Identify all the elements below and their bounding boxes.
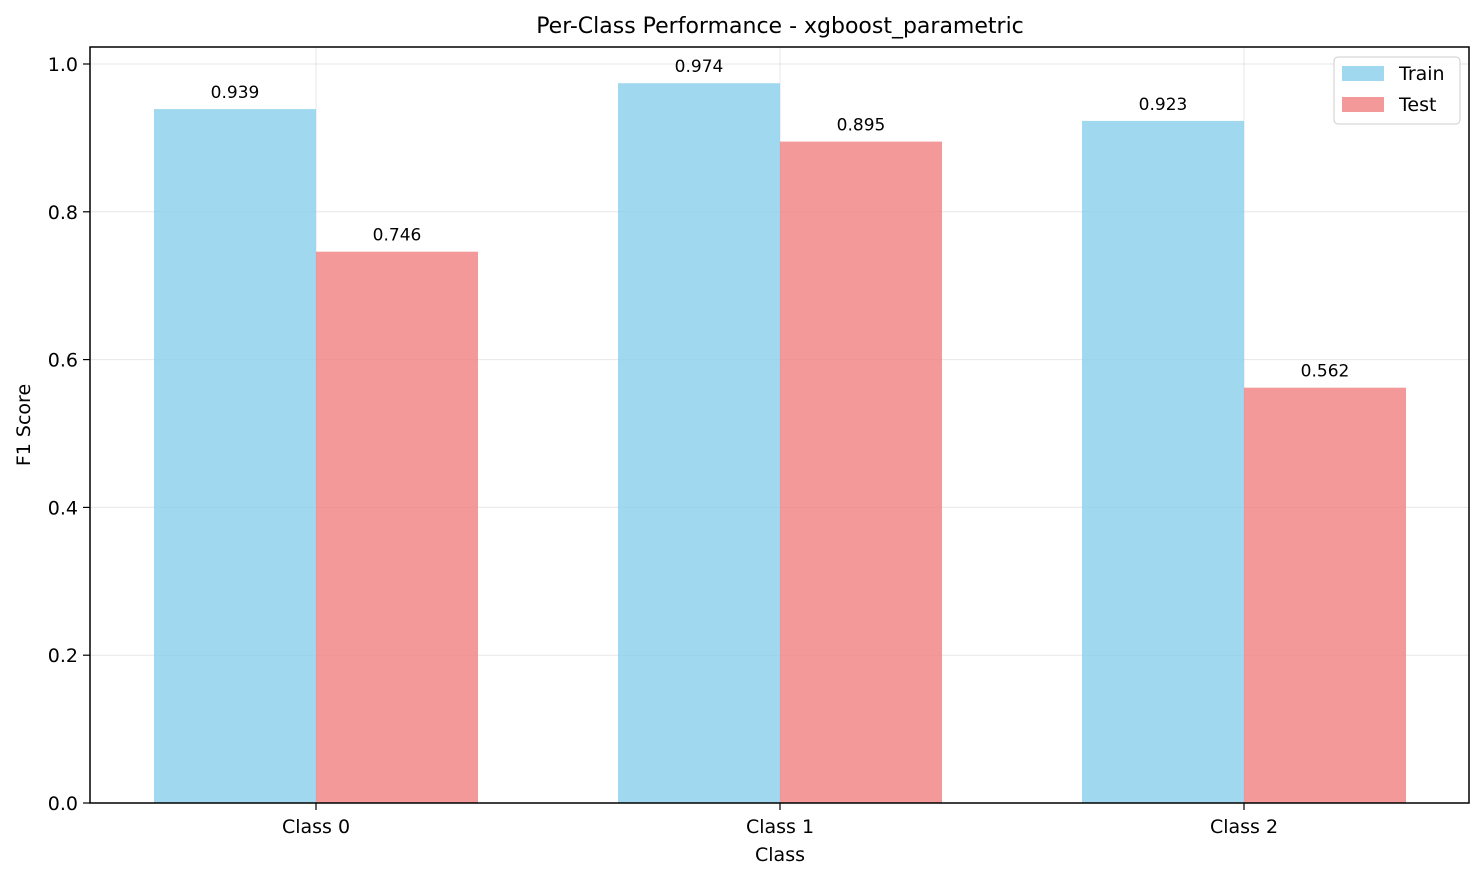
- bar-value-label: 0.895: [837, 116, 886, 136]
- bar-test-2: [1244, 387, 1406, 803]
- y-tick-label: 0.6: [48, 350, 78, 372]
- x-tick-label: Class 0: [282, 816, 350, 838]
- x-axis: Class 0 Class 1 Class 2: [282, 803, 1278, 838]
- bar-value-label: 0.939: [211, 83, 260, 103]
- bar-test-0: [316, 251, 478, 804]
- legend-label-test: Test: [1398, 94, 1436, 116]
- bar-train-2: [1082, 120, 1244, 804]
- y-tick-label: 0.2: [48, 645, 78, 667]
- bar-train-1: [618, 83, 780, 804]
- y-tick-label: 0.0: [48, 793, 78, 815]
- x-tick-label: Class 1: [746, 816, 814, 838]
- y-axis-label: F1 Score: [13, 384, 35, 466]
- chart-title: Per-Class Performance - xgboost_parametr…: [536, 14, 1024, 39]
- bar-train-0: [154, 109, 316, 804]
- bar-value-label: 0.974: [675, 57, 724, 77]
- legend-swatch-train: [1342, 66, 1384, 81]
- bar-value-label: 0.746: [373, 226, 422, 246]
- legend-label-train: Train: [1398, 63, 1445, 85]
- y-tick-label: 0.8: [48, 202, 78, 224]
- y-tick-label: 1.0: [48, 54, 78, 76]
- y-tick-label: 0.4: [48, 497, 78, 519]
- x-tick-label: Class 2: [1210, 816, 1278, 838]
- legend-swatch-test: [1342, 97, 1384, 112]
- bar-value-labels: 0.939 0.974 0.923 0.746 0.895 0.562: [211, 57, 1350, 381]
- bar-value-label: 0.923: [1139, 95, 1188, 115]
- legend: Train Test: [1333, 56, 1461, 125]
- y-axis: 0.0 0.2 0.4 0.6 0.8 1.0: [48, 54, 90, 815]
- bar-test-1: [780, 141, 942, 803]
- bars: [154, 83, 1406, 804]
- x-axis-label: Class: [755, 844, 805, 866]
- bar-value-label: 0.562: [1301, 362, 1350, 382]
